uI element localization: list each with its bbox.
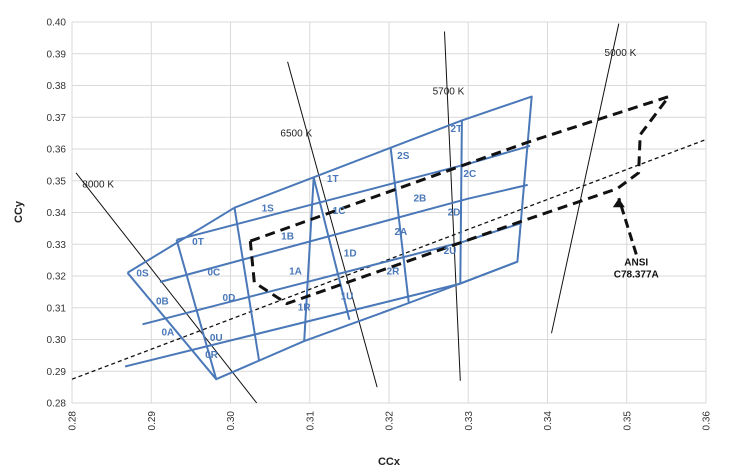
bin-outline-line xyxy=(312,177,351,321)
center-dashed-line xyxy=(71,138,707,380)
x-tick-label: 0.36 xyxy=(702,411,713,431)
isotherm-line xyxy=(287,61,378,388)
ansi-quadrangle xyxy=(248,95,671,306)
bin-label: 0T xyxy=(192,237,204,248)
bin-label: 0S xyxy=(136,269,149,280)
bin-label: 0D xyxy=(223,293,236,304)
bin-label: 1T xyxy=(327,174,339,185)
ansi-arrow-shaft xyxy=(617,197,638,255)
x-tick-label: 0.35 xyxy=(622,411,633,431)
x-tick-label: 0.30 xyxy=(226,411,237,431)
bin-label: 2B xyxy=(414,194,427,205)
isotherm-label: 8000 K xyxy=(82,180,114,191)
ansi-arrow-head xyxy=(612,198,625,208)
x-axis-title: CCx xyxy=(378,456,401,468)
bin-label: 0B xyxy=(156,297,169,308)
isotherm-label: 5000 K xyxy=(605,48,637,59)
y-tick-label: 0.31 xyxy=(47,303,67,314)
ansi-label-line2: C78.377A xyxy=(614,269,659,280)
y-tick-label: 0.30 xyxy=(47,335,67,346)
bin-label: 0R xyxy=(205,350,219,361)
ansi-boundary-line xyxy=(248,95,671,306)
isotherm-line xyxy=(551,23,620,334)
x-tick-label: 0.33 xyxy=(464,411,475,431)
bin-label: 1D xyxy=(344,249,357,260)
x-tick-label: 0.32 xyxy=(385,411,396,431)
y-tick-labels: 0.28 0.29 0.30 0.31 0.32 0.33 0.34 0.35 0.36 0.37… xyxy=(47,18,67,410)
y-tick-label: 0.40 xyxy=(47,18,67,29)
bin-label: 0A xyxy=(161,327,174,338)
bin-label: 1B xyxy=(281,231,294,242)
isotherm-line xyxy=(444,31,461,381)
bin-label: 1C xyxy=(333,206,346,217)
x-tick-label: 0.29 xyxy=(147,411,158,431)
bin-label: 2S xyxy=(397,151,410,162)
bin-outline-line xyxy=(124,260,518,368)
isotherm-line xyxy=(75,172,258,404)
bin-label: 0C xyxy=(207,267,220,278)
y-tick-label: 0.29 xyxy=(47,367,67,378)
center-line xyxy=(71,138,707,380)
bin-label: 2T xyxy=(451,124,463,135)
bin-label: 1R xyxy=(298,302,312,313)
y-tick-label: 0.36 xyxy=(47,145,67,156)
bin-outline-line xyxy=(176,144,531,241)
bin-label: 1U xyxy=(341,292,354,303)
isotherm-label: 5700 K xyxy=(433,87,465,98)
bin-outline-line xyxy=(459,120,463,284)
bin-label: 2U xyxy=(444,246,457,257)
bin-labels: 0S 0T 0B 0C 0A 0D 0R 0U 1S 1T 1B 1C 1A 1D 1R 1U 2S 2T 2B 2C… xyxy=(136,124,476,361)
y-tick-label: 0.34 xyxy=(47,208,67,219)
y-tick-label: 0.33 xyxy=(47,240,67,251)
bin-outline-line xyxy=(389,147,410,304)
y-tick-label: 0.38 xyxy=(47,81,67,92)
y-tick-label: 0.28 xyxy=(47,399,67,410)
bin-label: 1A xyxy=(289,267,302,278)
y-tick-label: 0.35 xyxy=(47,176,67,187)
bin-outline-line xyxy=(233,207,260,361)
grid xyxy=(71,21,707,404)
bin-label: 2C xyxy=(463,169,476,180)
bin-label: 2R xyxy=(387,266,401,277)
x-tick-labels: 0.28 0.29 0.30 0.31 0.32 0.33 0.34 0.35 0.36 xyxy=(68,411,713,431)
isotherm-label: 6500 K xyxy=(280,128,312,139)
ansi-label-line1: ANSI xyxy=(624,257,648,268)
y-tick-label: 0.37 xyxy=(47,113,67,124)
x-tick-label: 0.31 xyxy=(305,411,316,431)
bin-outline-line xyxy=(159,183,528,283)
x-tick-label: 0.28 xyxy=(68,411,79,431)
bin-outline-line xyxy=(303,177,315,342)
bin-label: 2A xyxy=(394,227,407,238)
bin-outline-line xyxy=(175,239,218,380)
cct-isotherms: 8000 K 6500 K 5700 K 5000 K xyxy=(75,23,637,404)
y-tick-label: 0.32 xyxy=(47,272,67,283)
y-tick-label: 0.39 xyxy=(47,49,67,60)
y-axis-title: CCy xyxy=(13,200,25,223)
bin-label: 2D xyxy=(448,207,461,218)
bin-label: 0U xyxy=(210,333,223,344)
bin-label: 1S xyxy=(262,204,275,215)
x-tick-label: 0.34 xyxy=(543,411,554,431)
